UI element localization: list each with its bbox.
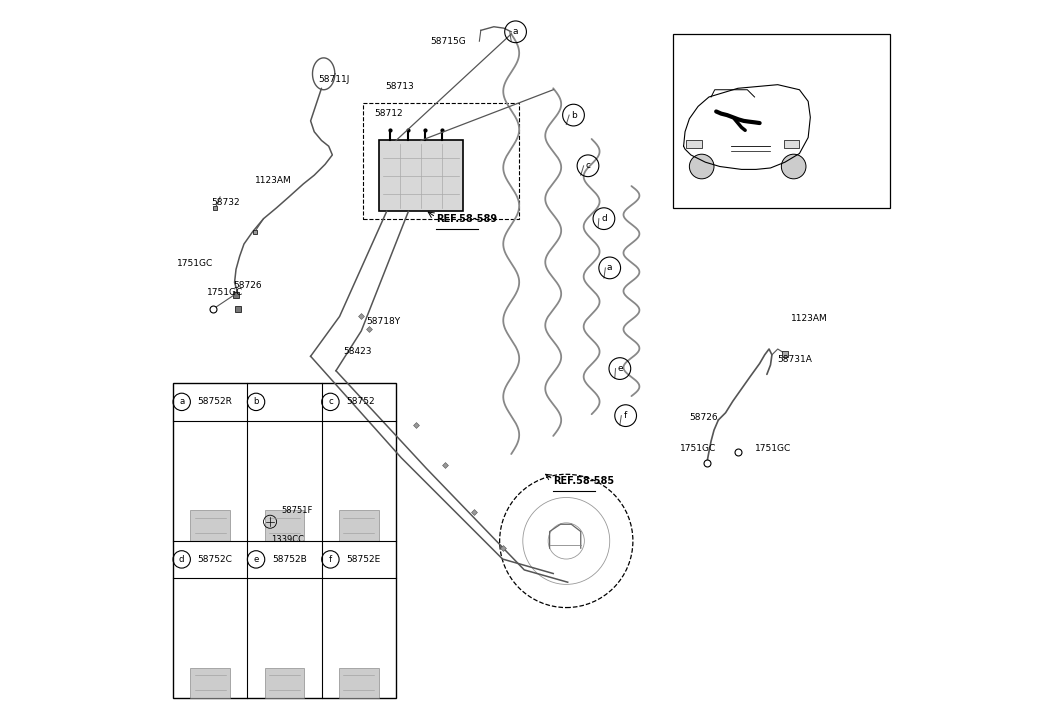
Text: 58752E: 58752E [347, 555, 381, 564]
Text: 1751GC: 1751GC [207, 288, 243, 297]
Text: f: f [328, 555, 332, 564]
Text: 58423: 58423 [343, 348, 372, 356]
Text: 1751GC: 1751GC [680, 444, 716, 454]
Text: 58713: 58713 [385, 82, 414, 92]
Text: 58732: 58732 [212, 198, 240, 207]
Text: d: d [601, 214, 607, 223]
Text: e: e [253, 555, 258, 564]
Text: 58752: 58752 [347, 398, 375, 406]
Bar [364, 103, 519, 219]
Text: a: a [512, 28, 519, 36]
Bar [190, 667, 230, 698]
Bar [673, 34, 890, 208]
Text: REF.58-585: REF.58-585 [553, 476, 614, 486]
Bar [190, 510, 230, 541]
Bar [265, 510, 304, 541]
Text: f: f [624, 411, 627, 420]
Text: 58726: 58726 [233, 281, 261, 290]
Text: REF.58-589: REF.58-589 [436, 214, 497, 224]
Text: a: a [607, 263, 612, 273]
Text: 1339CC: 1339CC [271, 535, 304, 545]
Bar [379, 140, 462, 212]
Text: 58751F: 58751F [281, 507, 313, 515]
Text: 58752C: 58752C [198, 555, 233, 564]
Text: 58752B: 58752B [272, 555, 307, 564]
Text: 58711J: 58711J [318, 75, 350, 84]
Circle shape [781, 154, 806, 179]
Text: 58718Y: 58718Y [367, 317, 401, 326]
Text: 58726: 58726 [690, 414, 718, 422]
Text: e: e [617, 364, 623, 373]
Text: d: d [179, 555, 185, 564]
Text: 58731A: 58731A [778, 355, 812, 364]
Text: 58715G: 58715G [431, 37, 466, 46]
Bar [173, 383, 396, 698]
Text: 1123AM: 1123AM [791, 314, 827, 323]
Text: 1751GC: 1751GC [755, 444, 791, 454]
Text: c: c [328, 398, 333, 406]
Text: a: a [179, 398, 184, 406]
Bar [339, 667, 378, 698]
Text: 58752R: 58752R [198, 398, 233, 406]
Text: 1123AM: 1123AM [255, 177, 291, 185]
Text: 1751GC: 1751GC [176, 259, 213, 268]
Text: b: b [253, 398, 258, 406]
Bar [783, 140, 799, 148]
Text: c: c [586, 161, 590, 170]
Text: b: b [571, 111, 576, 120]
Text: 58712: 58712 [374, 109, 403, 119]
Bar [339, 510, 378, 541]
Bar [265, 667, 304, 698]
Circle shape [690, 154, 714, 179]
Bar [687, 140, 703, 148]
